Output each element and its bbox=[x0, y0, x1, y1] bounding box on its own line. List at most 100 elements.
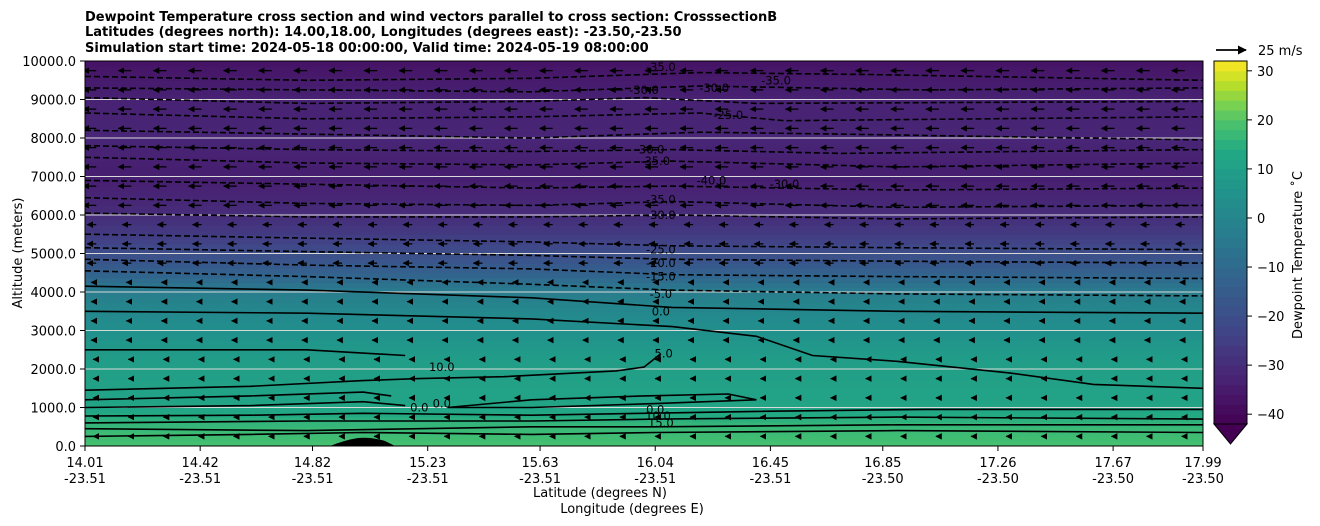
colorbar-band bbox=[1214, 178, 1247, 190]
x-tick-label-lat: 16.45 bbox=[752, 456, 789, 471]
field-band bbox=[85, 431, 1203, 437]
field-band bbox=[85, 388, 1203, 394]
field-band bbox=[85, 301, 1203, 308]
colorbar-band bbox=[1214, 384, 1247, 396]
field-band bbox=[85, 441, 1203, 446]
contour-line-dashed bbox=[85, 212, 1203, 220]
field-band bbox=[85, 407, 1203, 413]
colorbar-tick-label: −30 bbox=[1257, 359, 1284, 374]
y-tick-label: 5000.0 bbox=[31, 248, 77, 263]
contour-label: 0.0 bbox=[646, 402, 664, 416]
field-band bbox=[85, 239, 1203, 245]
y-tick-label: 0.0 bbox=[55, 440, 76, 455]
field-band bbox=[85, 152, 1203, 158]
x-tick-label-lat: 14.01 bbox=[66, 456, 103, 471]
y-tick-label: 4000.0 bbox=[31, 286, 77, 301]
field-band bbox=[85, 234, 1203, 240]
y-tick-label: 7000.0 bbox=[31, 171, 77, 186]
contour-label: -35.0 bbox=[640, 154, 670, 168]
field-band bbox=[85, 383, 1203, 389]
contour-label: 10.0 bbox=[429, 360, 455, 374]
x-axis: 14.01-23.5114.42-23.5114.82-23.5115.23-2… bbox=[64, 446, 1224, 487]
contour-label: 0.0 bbox=[433, 397, 451, 411]
contour-label: -30.0 bbox=[770, 177, 800, 191]
colorbar-bands bbox=[1214, 61, 1247, 425]
contour-line-dashed bbox=[85, 233, 1203, 251]
title-line-1: Dewpoint Temperature cross section and w… bbox=[85, 10, 777, 25]
contour-label: -25.0 bbox=[646, 243, 676, 257]
colorbar-band bbox=[1214, 217, 1247, 229]
field-band bbox=[85, 311, 1203, 317]
x-tick-label-lat: 14.82 bbox=[294, 456, 331, 471]
colorbar-band bbox=[1214, 139, 1247, 150]
contour-line-dashed bbox=[85, 96, 1203, 105]
colorbar-band bbox=[1214, 345, 1247, 356]
colorbar-band bbox=[1214, 119, 1247, 131]
field-band bbox=[85, 267, 1203, 274]
field-band bbox=[85, 215, 1203, 221]
field-band bbox=[85, 176, 1203, 182]
y-tick-label: 9000.0 bbox=[31, 94, 77, 109]
contour-label: -35.0 bbox=[646, 60, 676, 74]
x-tick-label-lat: 17.99 bbox=[1184, 456, 1221, 471]
field-band bbox=[85, 70, 1203, 77]
field-band bbox=[85, 344, 1203, 351]
field-band bbox=[85, 330, 1203, 336]
x-tick-label-lat: 17.26 bbox=[979, 456, 1016, 471]
field-band bbox=[85, 99, 1203, 105]
colorbar-band bbox=[1214, 365, 1247, 376]
colorbar-band bbox=[1214, 149, 1247, 160]
colorbar-band bbox=[1214, 198, 1247, 209]
colorbar-band bbox=[1214, 227, 1247, 239]
colorbar-band bbox=[1214, 286, 1247, 297]
field-band bbox=[85, 109, 1203, 115]
colorbar-tick-label: 10 bbox=[1257, 163, 1274, 178]
y-tick-label: 2000.0 bbox=[31, 363, 77, 378]
colorbar-band bbox=[1214, 247, 1247, 258]
wind-key: 25 m/s bbox=[1216, 44, 1303, 59]
field-band bbox=[85, 369, 1203, 375]
contour-label: 0.0 bbox=[410, 401, 428, 415]
field-band bbox=[85, 123, 1203, 129]
y-tick-label: 10000.0 bbox=[22, 55, 76, 70]
colorbar-tick-label: 30 bbox=[1257, 65, 1274, 80]
contour-line-solid bbox=[85, 400, 406, 409]
field-band bbox=[85, 277, 1203, 283]
colorbar-band bbox=[1214, 70, 1247, 82]
title-line-2: Latitudes (degrees north): 14.00,18.00, … bbox=[85, 25, 682, 40]
contour-line-solid bbox=[85, 349, 406, 357]
field-band bbox=[85, 200, 1203, 206]
field-band bbox=[85, 243, 1203, 250]
wind-vectors bbox=[85, 67, 1188, 440]
colorbar-band bbox=[1214, 414, 1247, 425]
field-band bbox=[85, 373, 1203, 380]
field-band bbox=[85, 186, 1203, 192]
x-tick-label-lat: 16.04 bbox=[637, 456, 674, 471]
colorbar-band bbox=[1214, 296, 1247, 307]
y-tick-label: 8000.0 bbox=[31, 132, 77, 147]
x-tick-label-lon: -23.50 bbox=[862, 472, 904, 487]
contour-label: 0.0 bbox=[652, 304, 670, 318]
x-tick-label-lat: 16.85 bbox=[864, 456, 901, 471]
field-band bbox=[85, 436, 1203, 442]
colorbar-extend-triangle bbox=[1212, 423, 1249, 445]
contour-line-dashed bbox=[85, 129, 1203, 141]
wind-key-label: 25 m/s bbox=[1258, 44, 1303, 59]
field-band bbox=[85, 210, 1203, 216]
colorbar-tick-label: −10 bbox=[1257, 261, 1284, 276]
colorbar-band bbox=[1214, 306, 1247, 317]
plot-area: -35.0-35.0-30.0 -30.0-25.0-30.0-35.0-40.0… bbox=[85, 60, 1203, 446]
x-tick-label-lon: -23.50 bbox=[977, 472, 1019, 487]
contour-label: -30.0 bbox=[646, 208, 676, 222]
contour-label: -20.0 bbox=[646, 256, 676, 270]
field-band bbox=[85, 171, 1203, 178]
field-band bbox=[85, 258, 1203, 264]
x-tick-label-lon: -23.51 bbox=[292, 472, 334, 487]
contour-line-dashed bbox=[85, 112, 1203, 122]
field-band bbox=[85, 412, 1203, 418]
contour-line-dashed bbox=[85, 270, 1203, 297]
contour-line-solid bbox=[85, 424, 1203, 432]
contour-line-dashed bbox=[85, 144, 1203, 155]
colorbar-band bbox=[1214, 159, 1247, 170]
contour-label: -35.0 bbox=[761, 73, 791, 87]
